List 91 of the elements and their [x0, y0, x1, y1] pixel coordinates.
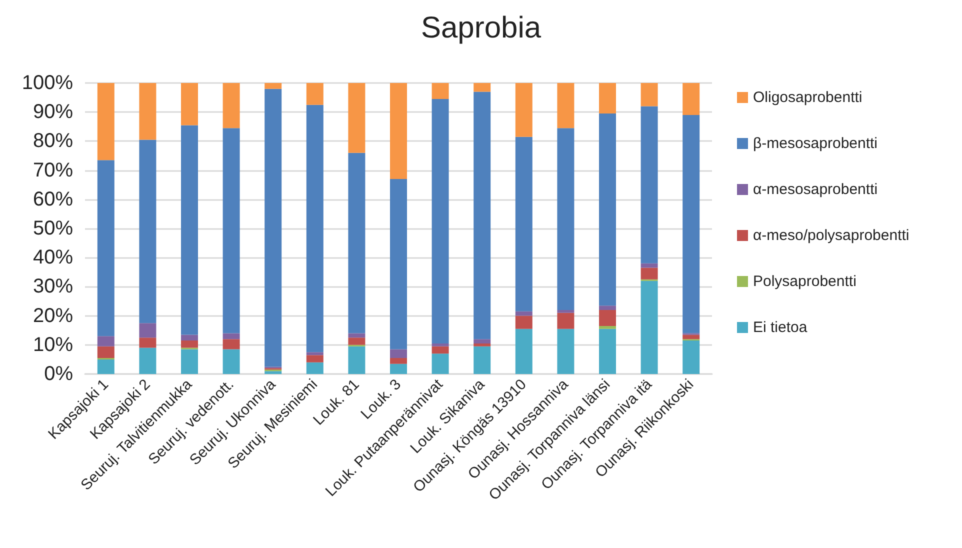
bar	[348, 83, 366, 153]
bar	[181, 349, 198, 374]
legend-label: β-mesosaprobentti	[753, 135, 878, 152]
bar	[181, 340, 198, 348]
bar	[640, 83, 658, 106]
bar	[599, 328, 616, 374]
bar	[222, 339, 240, 350]
bar	[390, 179, 407, 350]
bar	[682, 115, 700, 334]
bar	[432, 354, 449, 374]
bar	[139, 348, 156, 374]
bar	[474, 83, 491, 92]
bar	[682, 340, 700, 374]
bar	[97, 336, 114, 346]
bar	[222, 333, 240, 340]
bar	[432, 343, 449, 346]
bar	[306, 83, 324, 105]
bar	[97, 83, 114, 160]
y-tick-label: 80%	[32, 130, 74, 152]
y-tick-label: 90%	[32, 101, 74, 124]
bar	[139, 338, 156, 348]
bar	[139, 140, 156, 324]
bar	[139, 323, 156, 338]
bar	[306, 362, 324, 374]
bar	[432, 83, 449, 100]
bar	[557, 328, 574, 374]
bar	[599, 306, 616, 310]
bar	[264, 83, 282, 89]
bar	[306, 355, 324, 362]
bar	[348, 346, 366, 374]
y-tick-label: 0%	[44, 363, 74, 385]
bar	[515, 316, 532, 329]
y-tick-label: 40%	[32, 246, 74, 269]
bar	[264, 88, 282, 367]
bar	[474, 92, 491, 340]
bar	[599, 83, 616, 114]
bar	[348, 333, 366, 338]
bar	[682, 334, 700, 340]
bar	[97, 160, 114, 336]
chart-title: Saprobia	[420, 12, 542, 44]
bar	[557, 83, 574, 128]
bar	[97, 346, 114, 358]
bar	[390, 83, 407, 180]
bar	[474, 346, 491, 374]
bar	[390, 358, 407, 364]
bar	[640, 106, 658, 264]
bar	[181, 125, 198, 335]
bar	[390, 349, 407, 358]
bar	[139, 83, 156, 140]
bar	[557, 310, 574, 313]
bar	[557, 312, 574, 329]
legend-label: Ei tietoa	[753, 319, 808, 336]
bar	[432, 346, 449, 354]
y-tick-label: 30%	[32, 276, 74, 298]
bar	[390, 364, 407, 374]
bar	[599, 114, 616, 306]
bar	[640, 263, 658, 268]
y-tick-label: 10%	[32, 334, 74, 356]
legend-label: α-meso/polysaprobentti	[753, 227, 910, 244]
legend-label: Oligosaprobentti	[753, 89, 862, 106]
bar	[222, 128, 240, 334]
bar	[181, 83, 198, 126]
bar	[222, 83, 240, 128]
bar	[599, 310, 616, 326]
bar	[348, 152, 366, 334]
bar	[640, 268, 658, 280]
y-tick-label: 50%	[32, 218, 74, 240]
bar	[515, 311, 532, 316]
bar	[181, 334, 198, 341]
bar	[306, 352, 324, 356]
y-tick-label: 70%	[32, 159, 74, 182]
bar	[264, 371, 282, 374]
y-tick-label: 20%	[32, 304, 74, 327]
bar	[557, 128, 574, 310]
bar	[682, 83, 700, 116]
bar	[474, 339, 491, 344]
bar	[432, 99, 449, 344]
y-tick-label: 60%	[32, 188, 74, 210]
bar	[599, 326, 616, 329]
bar	[348, 338, 366, 345]
legend-label: Polysaprobentti	[753, 273, 856, 290]
bar	[474, 343, 491, 346]
bar	[222, 349, 240, 374]
y-tick-label: 100%	[22, 72, 74, 94]
bar	[515, 328, 532, 374]
bar	[515, 136, 532, 312]
bar	[306, 104, 324, 352]
bar	[640, 280, 658, 374]
bar	[515, 83, 532, 137]
bar	[97, 359, 114, 374]
legend-label: α-mesosaprobentti	[753, 181, 878, 198]
